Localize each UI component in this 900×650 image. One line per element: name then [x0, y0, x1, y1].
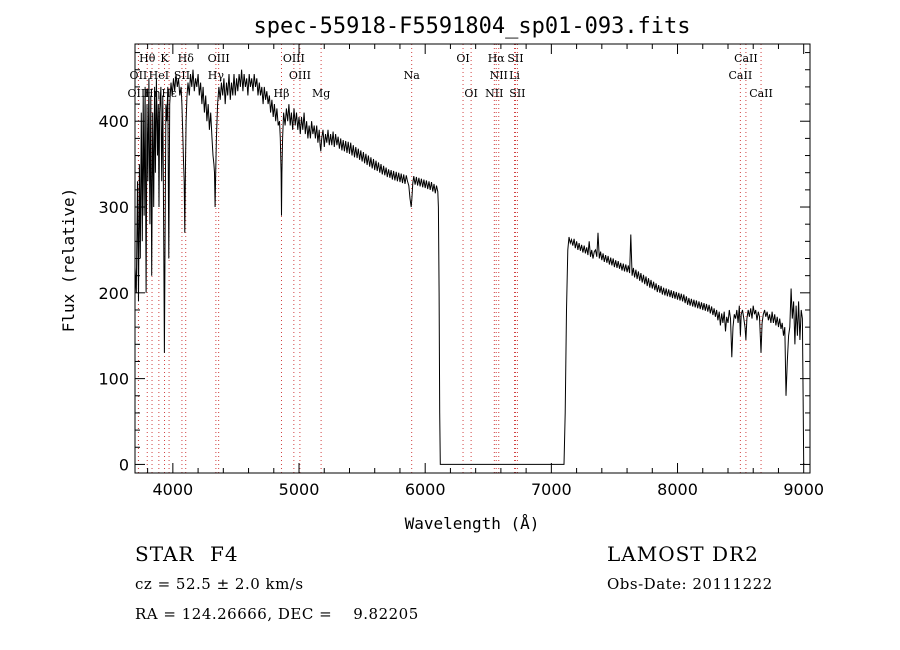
- survey-name: LAMOST DR2: [607, 542, 759, 566]
- y-tick-label-3: 300: [98, 198, 129, 217]
- annotation-18: OIII: [128, 87, 150, 100]
- annotation-2: Hδ: [178, 52, 195, 65]
- observation-date: Obs-Date: 20111222: [607, 575, 773, 593]
- annotation-17: CaII: [729, 69, 753, 82]
- annotation-26: CaII: [749, 87, 773, 100]
- annotation-5: OI: [456, 52, 469, 65]
- annotation-14: Na: [404, 69, 421, 82]
- chart-title: spec-55918-F5591804_sp01-093.fits: [253, 14, 690, 39]
- y-axis: 0 100 200 300 400: [98, 52, 810, 474]
- x-axis: 4000 5000 6000 7000 8000 9000: [147, 44, 824, 499]
- annotation-19: Hη: [144, 87, 160, 100]
- x-tick-label-4: 8000: [657, 480, 698, 499]
- annotation-7: SII: [507, 52, 523, 65]
- annotation-12: Hγ: [208, 69, 225, 82]
- annotation-1: K: [160, 52, 169, 65]
- annotation-6: Hα: [488, 52, 506, 65]
- redshift-cz: cz = 52.5 ± 2.0 km/s: [135, 575, 304, 593]
- object-type: STAR: [135, 542, 195, 566]
- annotation-24: NII: [485, 87, 503, 100]
- annotation-23: OI: [464, 87, 477, 100]
- ra-dec: RA = 124.26666, DEC = 9.82205: [135, 605, 419, 623]
- line-marks: [137, 44, 762, 473]
- annotation-4: OIII: [283, 52, 305, 65]
- annotation-13: OIII: [289, 69, 311, 82]
- annotation-10: HeI: [149, 69, 169, 82]
- spectral-subclass: F4: [210, 542, 239, 566]
- annotation-9: OII: [130, 69, 148, 82]
- y-tick-label-1: 100: [98, 370, 129, 389]
- annotation-22: Mg: [312, 87, 330, 100]
- x-tick-label-1: 5000: [279, 480, 320, 499]
- annotation-20: Hε: [161, 87, 177, 100]
- y-tick-label-0: 0: [119, 455, 129, 474]
- y-axis-label: Flux (relative): [59, 188, 78, 333]
- x-tick-label-3: 7000: [531, 480, 572, 499]
- y-tick-label-4: 400: [98, 112, 129, 131]
- x-tick-label-0: 4000: [152, 480, 193, 499]
- annotation-8: CaII: [734, 52, 758, 65]
- annotation-11: SII: [174, 69, 190, 82]
- annotation-25: SII: [509, 87, 525, 100]
- annotation-16: Li: [509, 69, 520, 82]
- annotation-15: NII: [490, 69, 508, 82]
- annotation-0: Hθ: [139, 52, 156, 65]
- x-axis-label: Wavelength (Å): [405, 514, 540, 533]
- plot-frame: [134, 43, 811, 474]
- spectrum-line: [134, 69, 805, 465]
- y-tick-label-2: 200: [98, 284, 129, 303]
- annotation-21: Hβ: [274, 87, 290, 100]
- annotation-3: OIII: [208, 52, 230, 65]
- x-tick-label-5: 9000: [783, 480, 824, 499]
- x-tick-label-2: 6000: [405, 480, 446, 499]
